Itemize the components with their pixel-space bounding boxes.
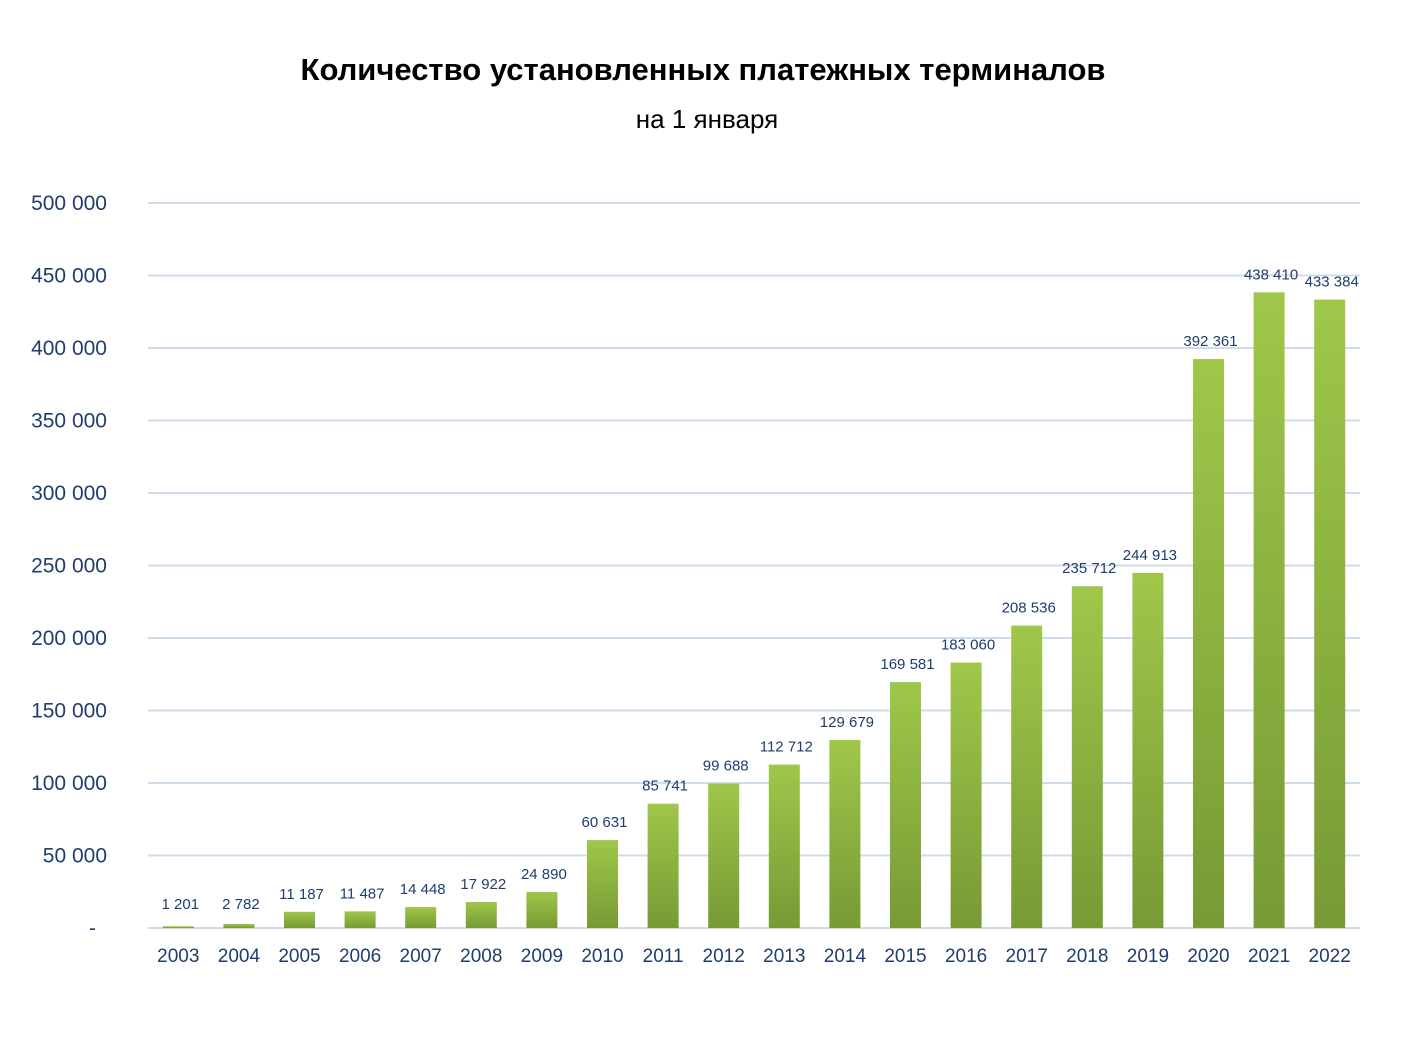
data-label: 208 536 — [1002, 600, 1056, 617]
data-label: 11 187 — [279, 886, 324, 903]
bar-2003 — [162, 926, 194, 928]
x-tick-label: 2004 — [218, 946, 261, 967]
chart-subtitle: на 1 января — [635, 104, 779, 134]
bar-2004 — [223, 923, 255, 928]
bar-2009 — [526, 891, 558, 928]
data-label: 392 361 — [1183, 333, 1237, 350]
data-label: 85 741 — [642, 778, 688, 795]
bar-2016 — [950, 662, 982, 928]
gridlines — [148, 202, 1360, 929]
bars: 1 201 2 782 11 187 11 487 14 448 17 922 24 890… — [162, 266, 1359, 928]
x-tick-label: 2005 — [278, 946, 320, 967]
bar-2014 — [829, 739, 861, 928]
x-tick-label: 2020 — [1187, 946, 1229, 967]
data-label: 112 712 — [760, 739, 813, 756]
bar-2005 — [284, 911, 315, 928]
data-label: 99 688 — [703, 757, 749, 774]
x-tick-label: 2013 — [763, 946, 805, 967]
x-tick-label: 2022 — [1309, 946, 1351, 967]
bar-2013 — [768, 764, 800, 928]
y-tick-label: 300 000 — [31, 482, 107, 505]
x-tick-label: 2006 — [339, 946, 381, 967]
bar-2006 — [344, 911, 376, 928]
bar-2012 — [708, 783, 740, 928]
x-tick-label: 2003 — [157, 946, 199, 967]
x-tick-label: 2017 — [1006, 946, 1048, 967]
y-tick-label: 200 000 — [31, 627, 107, 650]
bar-2022 — [1314, 299, 1346, 928]
data-label: 1 201 — [162, 896, 200, 913]
bar-2019 — [1132, 572, 1164, 928]
x-tick-label: 2008 — [460, 946, 502, 967]
y-tick-label: 350 000 — [31, 410, 107, 433]
y-tick-label: 150 000 — [31, 700, 107, 723]
bar-2017 — [1011, 625, 1043, 928]
x-tick-label: 2014 — [824, 946, 867, 967]
bar-2021 — [1253, 292, 1285, 928]
data-label: 60 631 — [582, 814, 628, 831]
x-tick-label: 2019 — [1127, 946, 1169, 967]
data-label: 17 922 — [460, 876, 506, 893]
bar-2010 — [587, 840, 618, 928]
bar-2020 — [1193, 359, 1224, 928]
x-tick-label: 2018 — [1066, 946, 1108, 967]
bar-2018 — [1071, 586, 1103, 928]
y-tick-label: 50 000 — [43, 845, 107, 868]
data-label: 2 782 — [222, 896, 260, 913]
data-label: 14 448 — [400, 881, 446, 898]
x-tick-label: 2007 — [400, 946, 442, 967]
y-axis: - 50 000 100 000 150 000 200 000 250 000 300 0… — [31, 192, 107, 940]
data-label: 235 712 — [1062, 560, 1116, 577]
y-tick-label: - — [89, 917, 96, 940]
x-tick-label: 2010 — [581, 946, 623, 967]
data-label: 129 679 — [820, 714, 874, 731]
x-tick-label: 2015 — [884, 946, 926, 967]
y-tick-label: 250 000 — [31, 555, 107, 578]
data-label: 244 913 — [1123, 547, 1177, 564]
x-axis: 2003 2004 2005 2006 2007 2008 2009 2010 2011 2012… — [157, 946, 1351, 967]
bar-2015 — [890, 682, 921, 928]
data-label: 169 581 — [880, 656, 934, 673]
bar-2011 — [647, 803, 679, 928]
x-tick-label: 2012 — [703, 946, 745, 967]
bar-2007 — [405, 907, 437, 928]
data-label: 24 890 — [521, 866, 567, 883]
bar-2008 — [465, 902, 497, 928]
y-tick-label: 500 000 — [31, 192, 107, 215]
data-label: 433 384 — [1305, 274, 1359, 291]
x-tick-label: 2016 — [945, 946, 987, 967]
data-label: 11 487 — [340, 885, 385, 902]
data-label: 183 060 — [941, 637, 995, 654]
y-tick-label: 450 000 — [31, 265, 107, 288]
x-tick-label: 2021 — [1248, 946, 1290, 967]
x-tick-label: 2009 — [521, 946, 563, 967]
data-label: 438 410 — [1244, 266, 1298, 283]
chart-title: Количество установленных платежных терми… — [300, 52, 1106, 87]
x-tick-label: 2011 — [643, 946, 684, 967]
y-tick-label: 400 000 — [31, 337, 107, 360]
y-tick-label: 100 000 — [31, 772, 107, 795]
